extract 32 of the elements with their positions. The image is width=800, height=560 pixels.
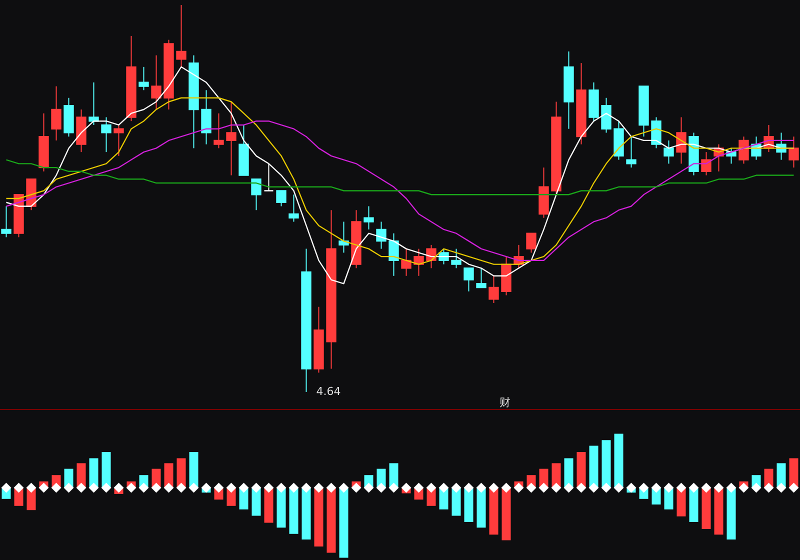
candlestick [1, 206, 12, 238]
candlestick [401, 248, 412, 276]
candlestick [88, 82, 99, 126]
candlestick [376, 221, 386, 250]
candlestick [526, 232, 536, 254]
candlestick [101, 116, 112, 153]
candlestick [451, 248, 462, 269]
candlestick [364, 206, 374, 230]
candlestick [601, 97, 612, 134]
candlestick [626, 136, 636, 168]
candlestick [151, 54, 162, 110]
candlestick [476, 268, 486, 288]
text: 财 [500, 396, 510, 409]
candlestick [651, 116, 662, 149]
candlestick [488, 275, 499, 304]
candlestick [201, 90, 212, 145]
candlestick [788, 136, 799, 168]
candlestick [214, 112, 224, 149]
candlestick [176, 4, 186, 68]
candlestick [288, 194, 299, 222]
candlestick [251, 178, 262, 211]
candlestick [388, 232, 399, 276]
candlestick [114, 124, 124, 156]
candlestick [738, 136, 749, 164]
candlestick [226, 101, 236, 176]
candlestick [276, 190, 286, 207]
candlestick [664, 140, 674, 164]
candlestick [464, 268, 474, 292]
candlestick [138, 66, 149, 91]
annotation: 4.64 [316, 385, 341, 398]
candlestick [51, 86, 62, 141]
candlestick [264, 163, 274, 192]
